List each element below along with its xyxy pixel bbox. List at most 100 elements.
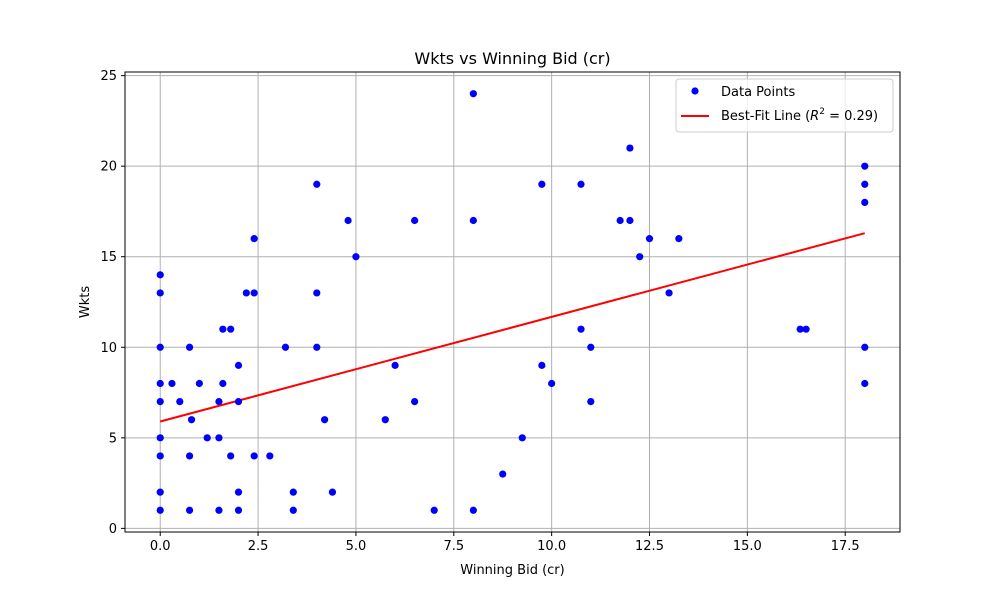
data-point (381, 416, 389, 424)
data-point (469, 506, 477, 514)
data-point (185, 506, 194, 514)
data-point (185, 452, 194, 460)
data-point (195, 379, 203, 388)
data-point (281, 343, 290, 351)
data-point (250, 452, 258, 460)
data-point (234, 488, 243, 496)
data-point (176, 398, 184, 406)
legend: Data Points Best-Fit Line (R2 = 0.29) (675, 78, 894, 133)
plot-frame (124, 71, 901, 533)
data-point (328, 488, 337, 496)
data-point (430, 506, 438, 514)
legend-label-data-points: Data Points (721, 85, 795, 100)
data-point (234, 361, 243, 369)
data-point (156, 452, 164, 460)
data-point (156, 434, 164, 442)
data-point (203, 434, 211, 442)
data-point (538, 180, 546, 188)
fit-line-layer (159, 232, 866, 423)
data-point (645, 235, 654, 243)
x-tick-label: 10.0 (537, 539, 566, 554)
data-point (861, 162, 869, 170)
best-fit-line (159, 232, 866, 423)
data-point (215, 434, 223, 442)
data-point (796, 325, 804, 333)
y-tick-label: 0 (109, 522, 117, 537)
legend-label-fit-line: Best-Fit Line (R2 = 0.29) (721, 107, 878, 124)
data-point (675, 235, 683, 243)
data-point (861, 343, 869, 351)
y-axis-label: Wkts (78, 286, 93, 318)
data-point (469, 90, 477, 98)
data-point (499, 470, 507, 478)
data-point (289, 506, 297, 514)
data-point (313, 343, 321, 351)
data-point (577, 325, 585, 333)
data-point (518, 434, 526, 442)
data-point (156, 343, 164, 351)
data-point (626, 216, 634, 225)
y-tick-label: 10 (100, 341, 117, 356)
data-point (242, 289, 250, 297)
data-point (227, 325, 235, 333)
x-tick-label: 17.5 (831, 539, 860, 554)
data-point (587, 398, 595, 406)
data-point (156, 271, 164, 279)
data-point (187, 416, 196, 424)
data-point (156, 289, 164, 297)
data-point (156, 398, 164, 406)
data-point (321, 416, 329, 424)
legend-fit-prefix: Best-Fit Line ( (721, 109, 810, 124)
data-point (577, 180, 585, 188)
legend-fit-r: R (810, 109, 819, 124)
data-point (219, 325, 227, 333)
data-point (411, 398, 419, 406)
data-point (626, 144, 634, 152)
y-tick-label: 5 (109, 431, 117, 446)
x-tick-label: 2.5 (248, 539, 269, 554)
chart-title: Wkts vs Winning Bid (cr) (414, 49, 610, 68)
data-point (234, 398, 243, 406)
y-tick-label: 25 (100, 69, 117, 84)
data-point (219, 379, 227, 388)
data-point (215, 506, 223, 514)
data-point (587, 343, 595, 351)
data-point (861, 198, 869, 206)
data-point (344, 216, 352, 225)
data-point (215, 398, 223, 406)
data-point (636, 253, 644, 261)
legend-box (675, 78, 894, 133)
data-point (411, 216, 419, 225)
data-point (665, 289, 673, 297)
data-point (313, 289, 321, 297)
data-point (469, 216, 477, 225)
data-point (616, 216, 624, 225)
data-point (185, 343, 194, 351)
x-tick-label: 15.0 (733, 539, 762, 554)
x-tick-label: 7.5 (443, 539, 464, 554)
legend-fit-sup: 2 (819, 107, 825, 117)
data-point (802, 325, 810, 333)
data-point (538, 361, 546, 369)
data-point (548, 379, 556, 388)
data-point (168, 379, 176, 388)
x-tick-label: 0.0 (150, 539, 171, 554)
x-axis-label: Winning Bid (cr) (460, 563, 564, 578)
data-point (156, 379, 164, 388)
data-point (250, 235, 258, 243)
data-point (289, 488, 297, 496)
data-point (352, 253, 360, 261)
legend-fit-rest: = 0.29) (825, 109, 878, 124)
data-point (227, 452, 235, 460)
data-point (313, 180, 321, 188)
data-point (156, 488, 164, 496)
y-axis-ticks: 0 5 10 15 20 25 (100, 69, 125, 537)
x-tick-label: 5.0 (346, 539, 367, 554)
data-point (861, 379, 869, 388)
data-point (250, 289, 258, 297)
y-tick-label: 15 (100, 250, 117, 265)
legend-marker-data-points (691, 87, 699, 95)
data-point (156, 506, 164, 514)
y-tick-label: 20 (100, 160, 117, 175)
